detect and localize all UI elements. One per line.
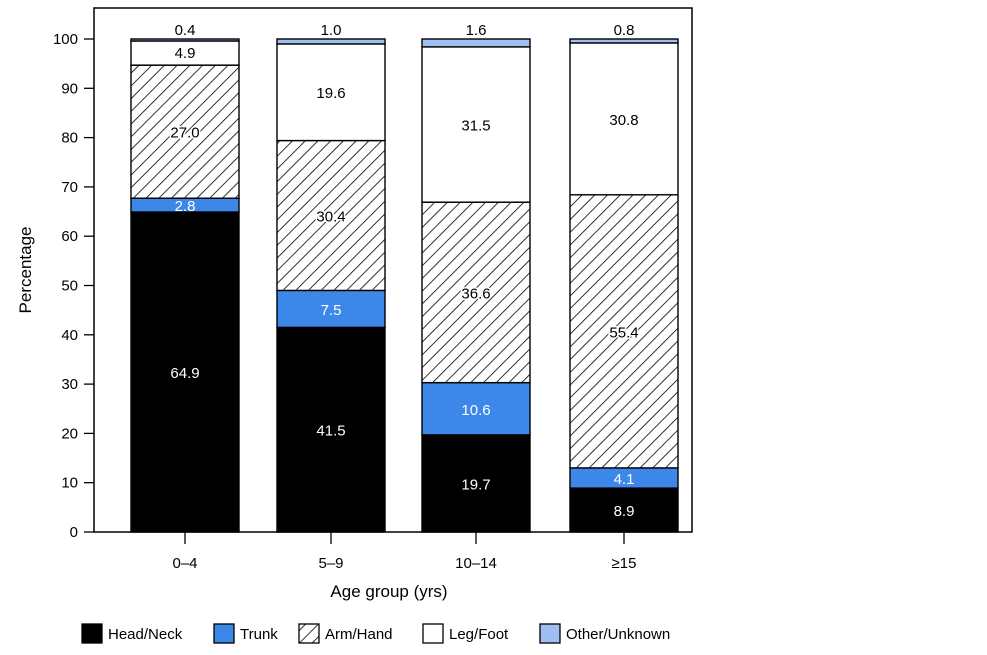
- bar-segment: [421, 46, 531, 203]
- y-tick-label: 80: [61, 130, 78, 147]
- data-label: 30.8: [609, 112, 638, 129]
- x-tick-label: ≥15: [612, 555, 637, 572]
- x-axis: 0–4 5–9 10–14 ≥15: [172, 532, 636, 572]
- data-label: 31.5: [461, 118, 490, 135]
- y-tick-label: 40: [61, 327, 78, 344]
- bar-segment: [276, 289, 386, 329]
- data-label: 19.7: [461, 476, 490, 493]
- x-axis-title: Age group (yrs): [330, 582, 447, 601]
- data-label: 0.4: [175, 22, 196, 39]
- legend-label: Trunk: [240, 626, 278, 643]
- legend-label: Arm/Hand: [325, 626, 393, 643]
- x-tick-label: 0–4: [172, 555, 197, 572]
- bar-segment: [276, 139, 386, 292]
- data-label: 55.4: [609, 324, 638, 341]
- x-tick-label: 10–14: [455, 555, 497, 572]
- bars-group: 64.9 2.8 27.0 4.9 0.4 41.5 7.5 30.4 19.6 1.0 19.7 1…: [130, 22, 679, 533]
- data-label: 27.0: [170, 125, 199, 142]
- legend-label: Other/Unknown: [566, 626, 670, 643]
- plot-frame: [93, 7, 693, 533]
- y-axis-title: Percentage: [16, 227, 35, 314]
- y-tick-label: 30: [61, 376, 78, 393]
- y-tick-label: 10: [61, 475, 78, 492]
- data-label: 0.8: [614, 22, 635, 39]
- data-label: 64.9: [170, 365, 199, 382]
- legend-label: Head/Neck: [108, 626, 183, 643]
- data-label: 41.5: [316, 423, 345, 440]
- bar-segment: [276, 43, 386, 142]
- legend-swatch: [298, 623, 320, 644]
- bar-segment: [276, 38, 386, 45]
- data-label: 1.0: [321, 22, 342, 39]
- bar-segment: [421, 201, 531, 384]
- bar-segment: [421, 381, 531, 436]
- bar-segment: [569, 194, 679, 469]
- bar-segment: [276, 326, 386, 533]
- legend-swatch: [539, 623, 561, 644]
- y-tick-label: 100: [53, 31, 78, 48]
- y-tick-label: 20: [61, 425, 78, 442]
- y-tick-label: 90: [61, 80, 78, 97]
- legend-swatch: [422, 623, 444, 644]
- data-label: 4.9: [175, 45, 196, 62]
- legend-swatch: [213, 623, 235, 644]
- x-tick-label: 5–9: [318, 555, 343, 572]
- legend: Head/Neck Trunk Arm/Hand Leg/Foot Other/Unkn…: [81, 623, 670, 644]
- data-label: 4.1: [614, 471, 635, 488]
- y-axis: 0 10 20 30 40 50 60 70 80 90 100: [53, 31, 94, 541]
- bar-segment: [130, 40, 240, 66]
- data-label: 36.6: [461, 285, 490, 302]
- bar-segment: [421, 38, 531, 48]
- data-label: 30.4: [316, 208, 345, 225]
- bar-segment: [569, 42, 679, 196]
- data-label: 10.6: [461, 402, 490, 419]
- data-label: 1.6: [466, 22, 487, 39]
- y-tick-label: 50: [61, 278, 78, 295]
- data-label: 2.8: [175, 198, 196, 215]
- legend-swatch: [81, 623, 103, 644]
- y-tick-label: 70: [61, 179, 78, 196]
- bar-segment: [130, 38, 240, 42]
- data-label: 8.9: [614, 503, 635, 520]
- y-tick-label: 0: [70, 524, 78, 541]
- data-label: 7.5: [321, 302, 342, 319]
- data-label: 19.6: [316, 85, 345, 102]
- bar-segment: [569, 38, 679, 44]
- legend-label: Leg/Foot: [449, 626, 509, 643]
- y-tick-label: 60: [61, 228, 78, 245]
